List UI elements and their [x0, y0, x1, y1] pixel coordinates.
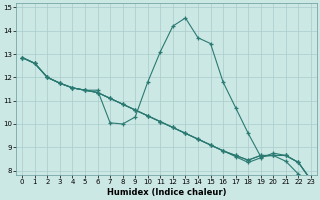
- X-axis label: Humidex (Indice chaleur): Humidex (Indice chaleur): [107, 188, 226, 197]
